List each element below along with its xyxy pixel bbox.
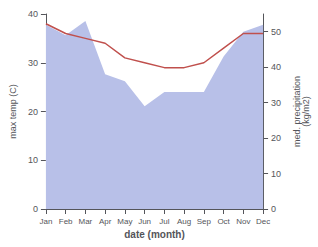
svg-text:Jan: Jan bbox=[39, 217, 52, 226]
svg-text:date (month): date (month) bbox=[124, 229, 185, 240]
svg-text:med. precipitation: med. precipitation bbox=[291, 76, 302, 147]
svg-text:Oct: Oct bbox=[217, 217, 230, 226]
svg-text:40: 40 bbox=[271, 62, 281, 72]
svg-text:20: 20 bbox=[271, 133, 281, 143]
svg-text:0: 0 bbox=[271, 204, 276, 214]
svg-text:max temp (C): max temp (C) bbox=[8, 84, 18, 139]
svg-text:Jun: Jun bbox=[138, 217, 151, 226]
svg-text:Apr: Apr bbox=[99, 217, 112, 226]
svg-text:0: 0 bbox=[33, 204, 38, 214]
svg-text:20: 20 bbox=[28, 107, 38, 117]
svg-text:30: 30 bbox=[28, 58, 38, 68]
svg-text:Nov: Nov bbox=[236, 217, 250, 226]
svg-text:Sep: Sep bbox=[197, 217, 212, 226]
svg-text:(kg/m2): (kg/m2) bbox=[301, 96, 311, 127]
svg-text:10: 10 bbox=[271, 169, 281, 179]
svg-text:Dec: Dec bbox=[256, 217, 270, 226]
svg-text:50: 50 bbox=[271, 27, 281, 37]
svg-text:May: May bbox=[117, 217, 132, 226]
svg-text:30: 30 bbox=[271, 98, 281, 108]
svg-text:Feb: Feb bbox=[59, 217, 73, 226]
svg-text:10: 10 bbox=[28, 155, 38, 165]
svg-text:40: 40 bbox=[28, 9, 38, 19]
svg-text:Mar: Mar bbox=[79, 217, 93, 226]
svg-text:Aug: Aug bbox=[177, 217, 191, 226]
svg-text:Jul: Jul bbox=[159, 217, 169, 226]
